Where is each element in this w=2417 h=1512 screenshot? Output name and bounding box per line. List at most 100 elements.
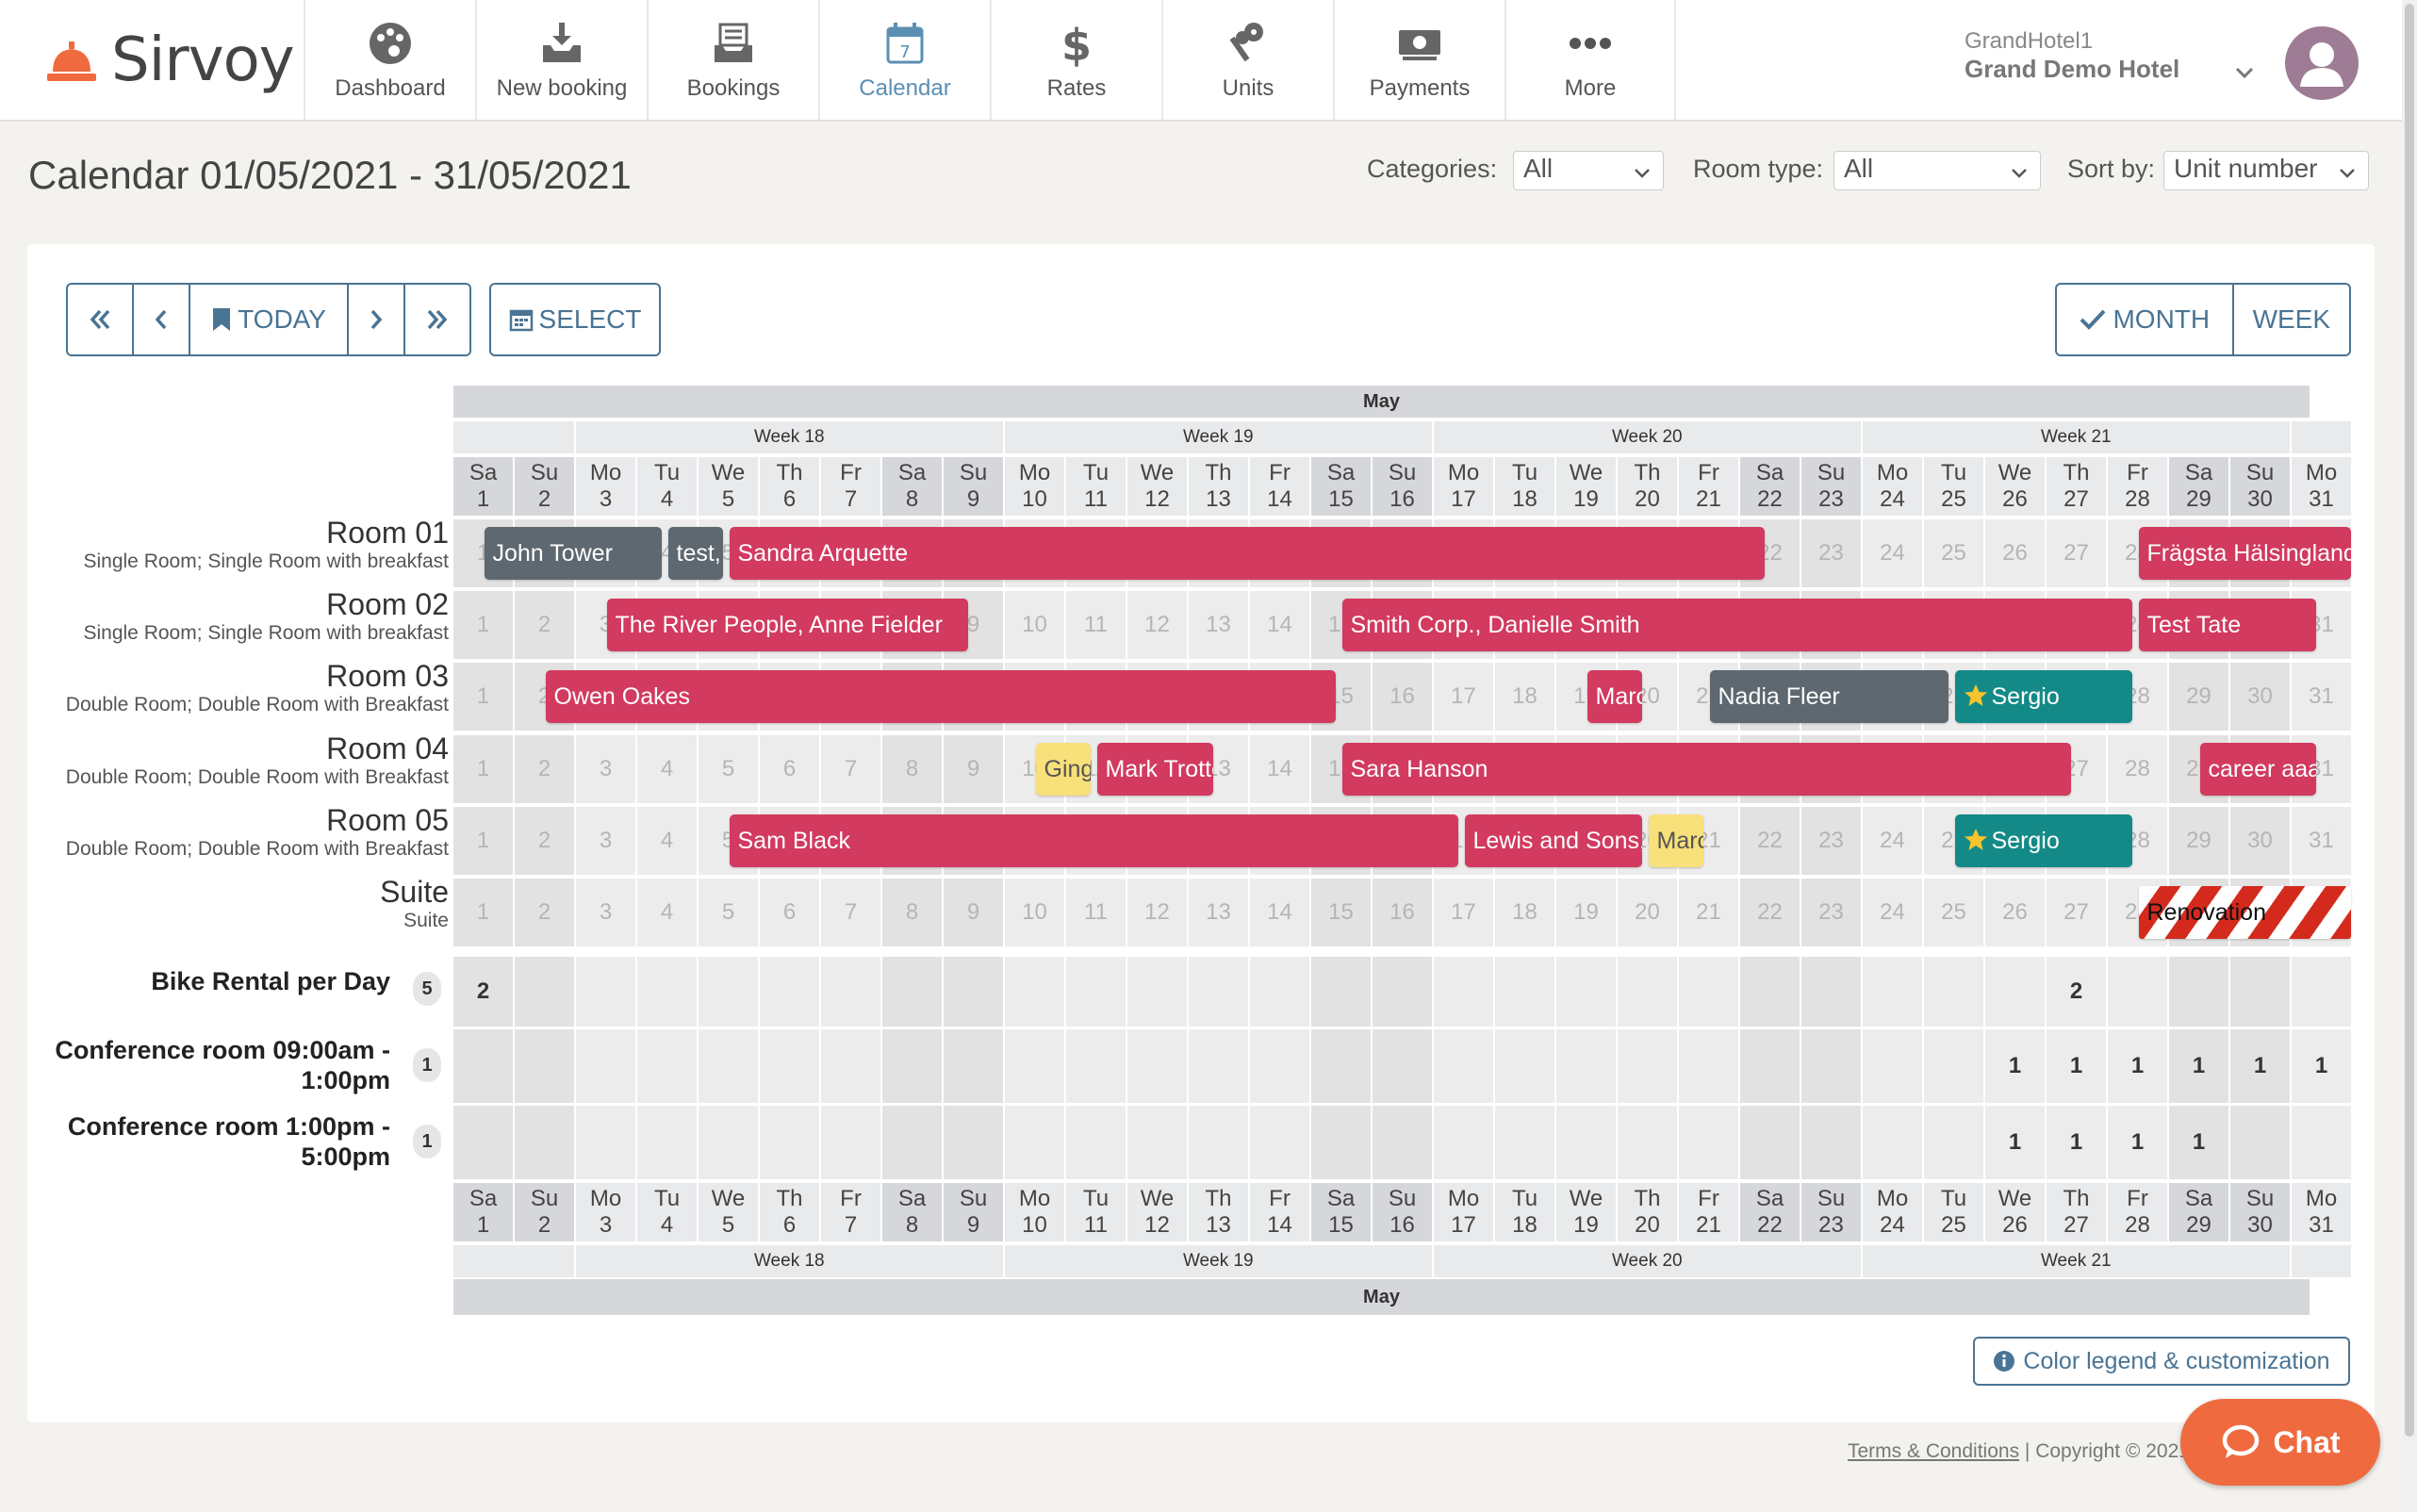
extra-day-cell[interactable]: 2	[453, 957, 513, 1027]
extra-day-cell[interactable]	[1618, 1106, 1677, 1179]
day-cell[interactable]: 1	[453, 591, 513, 660]
extra-day-cell[interactable]	[882, 1106, 942, 1179]
extra-day-cell[interactable]	[1495, 1106, 1554, 1179]
booking-bar[interactable]: Frägsta Hälsingland	[2138, 527, 2351, 580]
extra-day-cell[interactable]	[2169, 957, 2228, 1027]
extra-day-cell[interactable]	[2108, 957, 2167, 1027]
extra-day-cell[interactable]	[1311, 1029, 1371, 1103]
day-cell[interactable]: 21	[1679, 879, 1738, 946]
extra-day-cell[interactable]: 1	[2169, 1106, 2228, 1179]
sort-select[interactable]: Unit number	[2163, 151, 2369, 190]
day-cell[interactable]: 17	[1434, 663, 1493, 731]
day-cell[interactable]: 24	[1863, 879, 1922, 946]
extra-day-cell[interactable]	[1618, 1029, 1677, 1103]
day-cell[interactable]: 6	[760, 879, 819, 946]
extra-day-cell[interactable]: 1	[2047, 1106, 2106, 1179]
booking-bar[interactable]: Mark Trotter	[1096, 742, 1213, 796]
day-cell[interactable]: 31	[2292, 806, 2351, 875]
extra-day-cell[interactable]	[1801, 1106, 1861, 1179]
day-cell[interactable]: 10	[1005, 879, 1064, 946]
day-cell[interactable]: 25	[1924, 519, 1983, 587]
booking-bar[interactable]: Test Tate	[2138, 599, 2316, 652]
extra-day-cell[interactable]	[944, 1106, 1003, 1179]
extra-day-cell[interactable]	[699, 1029, 758, 1103]
day-cell[interactable]: 12	[1127, 591, 1187, 660]
day-cell[interactable]: 7	[821, 734, 880, 803]
extra-day-cell[interactable]	[637, 1106, 697, 1179]
sirvoy-logo[interactable]: Sirvoy	[45, 25, 295, 96]
booking-bar[interactable]: Nadia Fleer	[1709, 670, 1948, 724]
day-cell[interactable]: 18	[1495, 879, 1554, 946]
extra-day-cell[interactable]	[2230, 1106, 2290, 1179]
day-cell[interactable]: 26	[1985, 879, 2045, 946]
day-cell[interactable]: 3	[576, 734, 635, 803]
extra-day-cell[interactable]	[1066, 957, 1126, 1027]
day-cell[interactable]: 24	[1863, 519, 1922, 587]
booking-bar[interactable]: Lewis and Sons, Lewis	[1464, 814, 1642, 867]
extra-day-cell[interactable]	[699, 1106, 758, 1179]
day-cell[interactable]: 3	[576, 879, 635, 946]
day-cell[interactable]: 4	[637, 806, 697, 875]
extra-day-cell[interactable]	[1250, 1106, 1309, 1179]
extra-day-cell[interactable]	[760, 1029, 819, 1103]
extra-day-cell[interactable]	[453, 1029, 513, 1103]
day-cell[interactable]: 22	[1740, 879, 1800, 946]
day-cell[interactable]: 30	[2230, 663, 2290, 731]
day-cell[interactable]: 13	[1189, 591, 1248, 660]
month-view-button[interactable]: MONTH	[2057, 285, 2234, 354]
color-legend-button[interactable]: Color legend & customization	[1973, 1337, 2350, 1386]
extra-day-cell[interactable]	[637, 957, 697, 1027]
extra-day-cell[interactable]	[1127, 957, 1187, 1027]
day-cell[interactable]: 11	[1066, 591, 1126, 660]
booking-bar[interactable]: Marco	[1648, 814, 1703, 867]
extra-day-cell[interactable]	[1740, 1106, 1800, 1179]
extra-day-cell[interactable]	[515, 1106, 574, 1179]
extra-day-cell[interactable]	[882, 957, 942, 1027]
extra-day-cell[interactable]	[1740, 957, 1800, 1027]
room-type-select[interactable]: All	[1833, 151, 2041, 190]
nav-more[interactable]: More	[1504, 0, 1676, 120]
extra-day-cell[interactable]	[1495, 957, 1554, 1027]
room-name[interactable]: Room 05	[326, 802, 449, 837]
extra-day-cell[interactable]	[2292, 1106, 2351, 1179]
extra-day-cell[interactable]	[1311, 1106, 1371, 1179]
nav-calendar[interactable]: 7 Calendar	[818, 0, 990, 120]
day-cell[interactable]: 4	[637, 734, 697, 803]
booking-bar[interactable]: Ginger	[1035, 742, 1091, 796]
day-cell[interactable]: 1	[453, 879, 513, 946]
extra-day-cell[interactable]	[1434, 1029, 1493, 1103]
extra-day-cell[interactable]	[1556, 1106, 1616, 1179]
booking-bar[interactable]: Sergio	[1954, 814, 2132, 867]
extra-day-cell[interactable]	[944, 1029, 1003, 1103]
day-cell[interactable]: 12	[1127, 879, 1187, 946]
booking-bar[interactable]: Sandra Arquette	[729, 527, 1765, 580]
room-name[interactable]: Room 01	[326, 516, 449, 550]
day-cell[interactable]: 27	[2047, 519, 2106, 587]
day-cell[interactable]: 17	[1434, 879, 1493, 946]
room-name[interactable]: Room 02	[326, 587, 449, 622]
day-cell[interactable]: 25	[1924, 879, 1983, 946]
extra-day-cell[interactable]: 1	[1985, 1106, 2045, 1179]
categories-select[interactable]: All	[1513, 151, 1664, 190]
extra-day-cell[interactable]: 1	[2108, 1029, 2167, 1103]
extra-day-cell[interactable]	[760, 957, 819, 1027]
day-cell[interactable]: 20	[1618, 879, 1677, 946]
extra-day-cell[interactable]	[576, 1106, 635, 1179]
user-avatar[interactable]	[2285, 26, 2359, 100]
extra-day-cell[interactable]	[821, 957, 880, 1027]
extra-day-cell[interactable]: 1	[2169, 1029, 2228, 1103]
extra-day-cell[interactable]	[1189, 1029, 1248, 1103]
day-cell[interactable]: 1	[453, 734, 513, 803]
next-month-button[interactable]	[405, 285, 469, 354]
day-cell[interactable]: 9	[944, 734, 1003, 803]
extra-day-cell[interactable]	[1250, 1029, 1309, 1103]
day-cell[interactable]: 29	[2169, 806, 2228, 875]
day-cell[interactable]: 30	[2230, 806, 2290, 875]
day-cell[interactable]: 26	[1985, 519, 2045, 587]
day-cell[interactable]: 23	[1801, 879, 1861, 946]
extra-day-cell[interactable]	[699, 957, 758, 1027]
extra-day-cell[interactable]	[1863, 1029, 1922, 1103]
extra-day-cell[interactable]	[1924, 1106, 1983, 1179]
day-cell[interactable]: 7	[821, 879, 880, 946]
extra-day-cell[interactable]	[1924, 1029, 1983, 1103]
